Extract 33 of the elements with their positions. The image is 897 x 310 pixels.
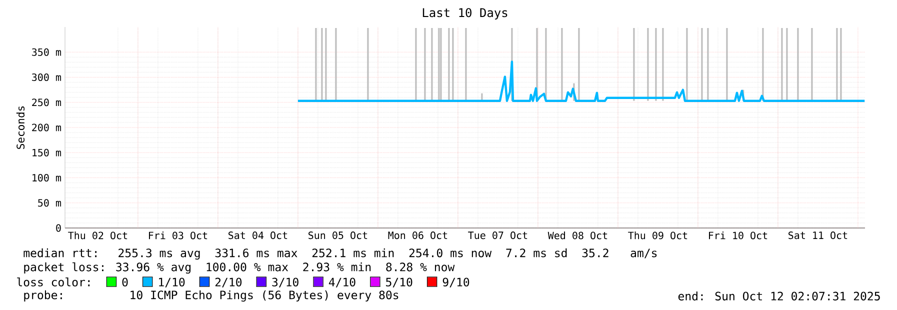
legend-title: loss color: — [17, 277, 90, 286]
x-tick-label: Thu 09 Oct — [628, 232, 688, 240]
y-axis-title: Seconds — [16, 106, 25, 149]
y-tick-label: 150 m — [32, 148, 62, 156]
legend-label: 0 — [122, 278, 128, 286]
y-tick-label: 350 m — [32, 48, 62, 56]
text: end: Sun Oct 12 02:07:31 2025 — [678, 292, 880, 300]
x-tick-label: Fri 03 Oct — [148, 232, 208, 240]
y-tick-label: 50 m — [38, 199, 62, 207]
y-tick-label: 200 m — [32, 124, 62, 132]
x-tick-label: Sat 04 Oct — [228, 232, 288, 240]
text: packet loss: 33.96 % avg 100.00 % max 2.93 % min 8.28 % now — [24, 262, 455, 274]
text: probe: 10 ICMP Echo Pings (56 Bytes) every 80s — [24, 290, 398, 302]
x-tick-label: Sat 11 Oct — [788, 232, 848, 240]
y-tick-label: 300 m — [32, 73, 62, 82]
y-tick-label: 0 — [56, 224, 61, 232]
x-tick-label: Sun 05 Oct — [308, 232, 368, 240]
legend-label: 2/10 — [215, 278, 242, 288]
x-tick-label: Tue 07 Oct — [468, 232, 528, 240]
legend-label: 5/10 — [386, 278, 412, 288]
legend-label: 3/10 — [272, 278, 298, 288]
x-tick-label: Thu 02 Oct — [68, 232, 128, 240]
x-tick-label: Fri 10 Oct — [708, 232, 768, 240]
line-series — [296, 60, 866, 102]
x-tick-label: Wed 08 Oct — [548, 232, 608, 240]
x-tick-label: Mon 06 Oct — [388, 232, 448, 240]
legend-label: 1/10 — [159, 278, 185, 288]
chart-title: Last 10 Days — [422, 8, 508, 20]
text: median rtt: 255.3 ms avg 331.6 ms max 252.1 ms min 254.0 ms now 7.2 ms sd 35.2 am/s — [24, 248, 657, 260]
y-tick-label: 100 m — [32, 174, 62, 182]
y-tick-label: 250 m — [32, 98, 62, 106]
legend-label: 4/10 — [328, 278, 356, 288]
legend-label: 9/10 — [442, 278, 470, 288]
